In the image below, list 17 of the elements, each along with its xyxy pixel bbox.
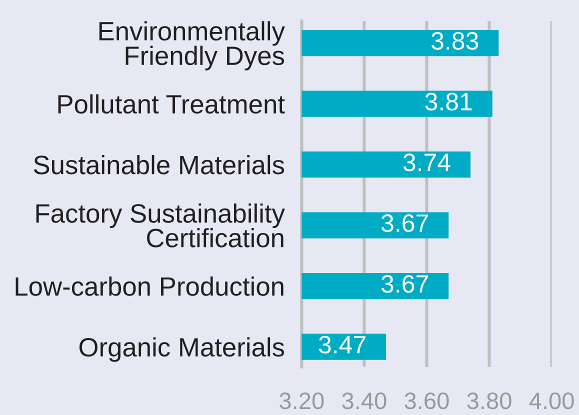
x-tick-label: 4.00	[529, 392, 574, 410]
x-tick-label: 3.20	[280, 392, 324, 410]
y-tick-label: Low-carbon Production	[16, 276, 284, 296]
y-tick-label: Environmentally Friendly Dyes	[99, 21, 285, 70]
data-label: 3.67	[381, 214, 428, 232]
y-tick-label: Pollutant Treatment	[58, 94, 285, 114]
y-tick-label: Sustainable Materials	[34, 154, 284, 174]
data-label: 3.67	[381, 275, 428, 293]
data-label: 3.47	[318, 336, 366, 354]
data-label: 3.83	[431, 32, 478, 50]
data-label: 3.81	[425, 92, 472, 111]
y-tick-label: Factory Sustainability Certification	[36, 203, 285, 248]
x-tick-label: 3.80	[467, 392, 512, 410]
data-label: 3.74	[403, 154, 450, 172]
x-tick-label: 3.40	[342, 392, 386, 410]
x-tick-label: 3.60	[404, 392, 449, 410]
y-tick-label: Organic Materials	[79, 337, 284, 362]
